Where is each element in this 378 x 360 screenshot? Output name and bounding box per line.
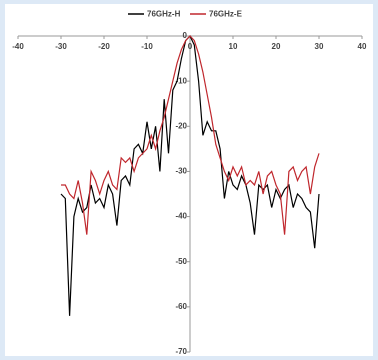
x-tick-label: -30 bbox=[55, 42, 67, 51]
plot-background bbox=[5, 4, 373, 356]
series-line bbox=[61, 35, 320, 235]
x-tick-label: 10 bbox=[229, 42, 238, 51]
legend-label: 76GHz-H bbox=[147, 10, 181, 19]
x-tick-label: 30 bbox=[315, 42, 324, 51]
y-tick-label: -50 bbox=[175, 257, 187, 266]
x-tick-label: 0 bbox=[188, 42, 193, 51]
y-tick-label: -10 bbox=[175, 76, 187, 85]
y-tick-label: -30 bbox=[175, 167, 187, 176]
y-tick-label: 0 bbox=[183, 31, 188, 40]
x-tick-label: 20 bbox=[272, 42, 281, 51]
x-tick-label: -20 bbox=[98, 42, 110, 51]
x-tick-label: 40 bbox=[358, 42, 367, 51]
x-tick-label: -10 bbox=[141, 42, 153, 51]
legend-label: 76GHz-E bbox=[209, 10, 243, 19]
y-tick-label: -20 bbox=[175, 121, 187, 130]
y-tick-label: -70 bbox=[175, 347, 187, 356]
y-tick-label: -40 bbox=[175, 212, 187, 221]
y-tick-label: -60 bbox=[175, 302, 187, 311]
x-tick-label: -40 bbox=[12, 42, 24, 51]
